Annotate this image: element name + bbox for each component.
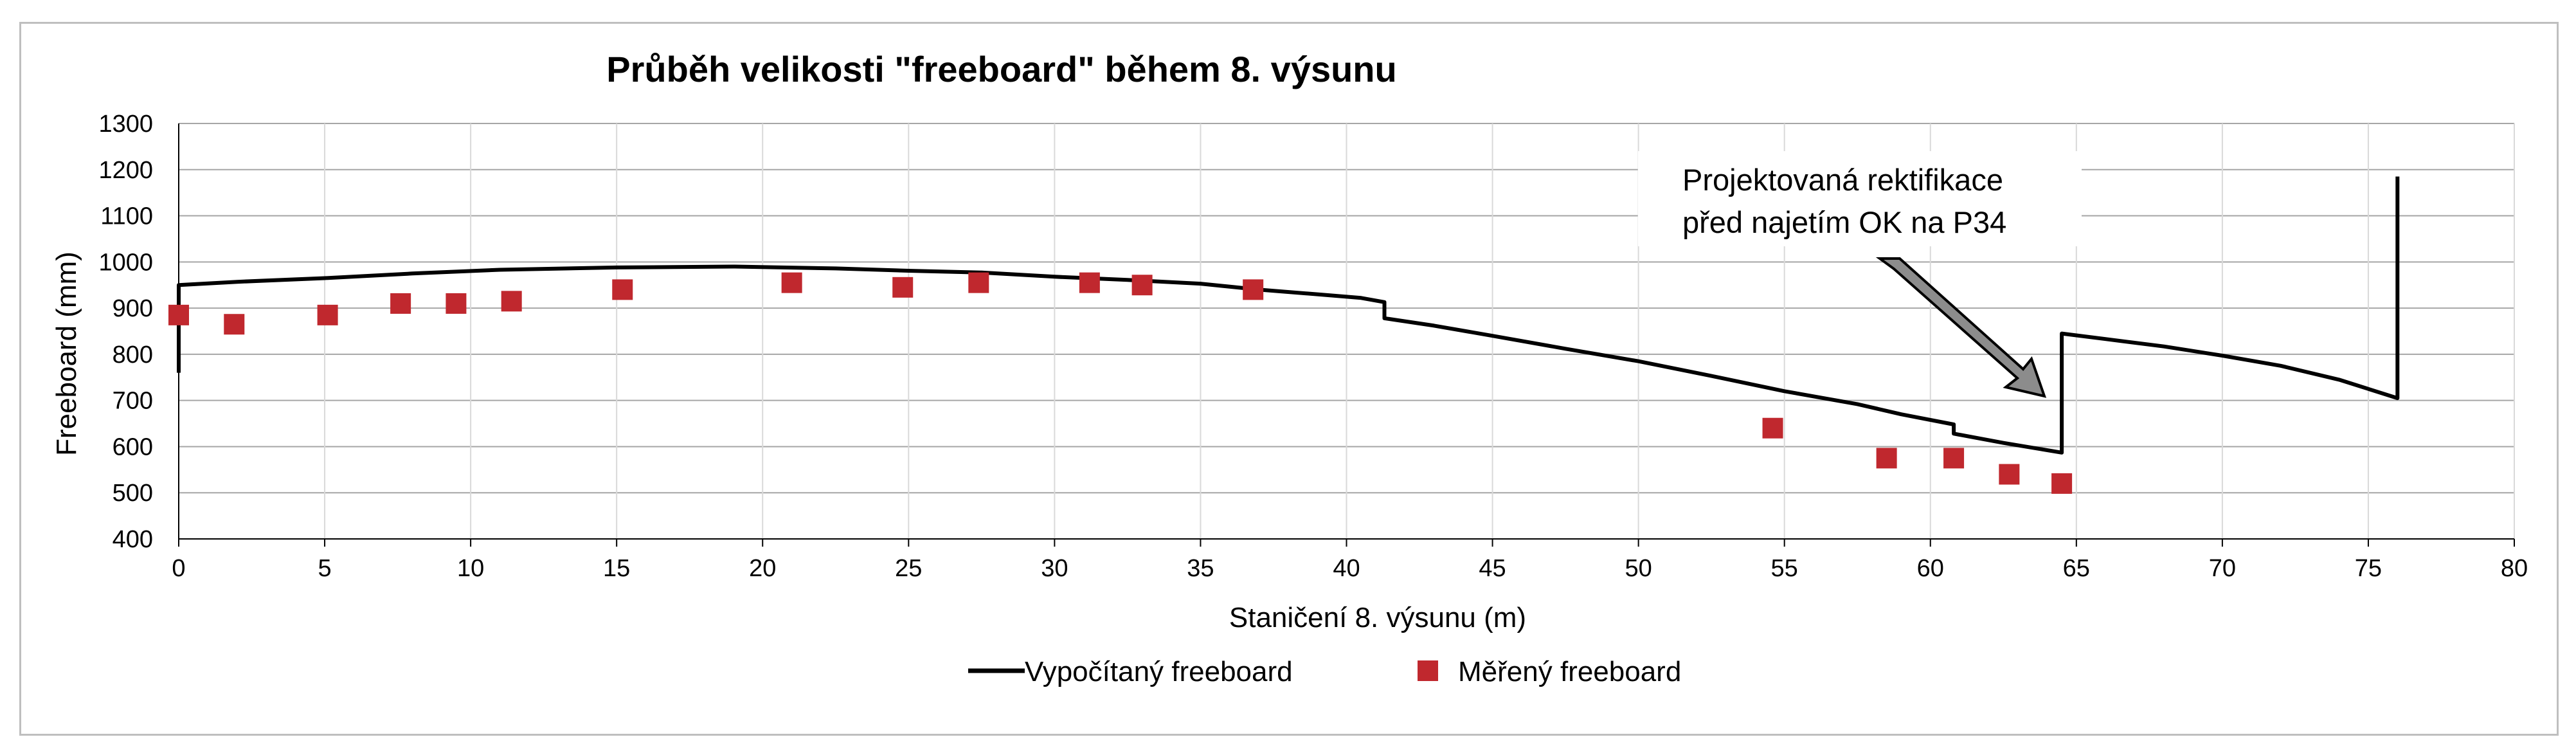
x-axis-label: Staničení 8. výsunu (m) [1229, 602, 1526, 633]
x-tick-label: 35 [1187, 555, 1214, 582]
gridlines [179, 123, 2515, 540]
x-tick-label: 50 [1625, 555, 1652, 582]
measured-freeboard-marker [1999, 464, 2020, 485]
measured-freeboard-marker [2051, 473, 2073, 494]
chart-title: Průběh velikosti "freeboard" během 8. vý… [606, 49, 1396, 89]
chart-frame [19, 22, 2559, 736]
measured-freeboard-marker [390, 293, 411, 314]
measured-freeboard-marker [1943, 448, 1965, 469]
calculated-freeboard-line [177, 176, 2400, 455]
y-tick-label: 600 [113, 433, 153, 460]
y-tick-label: 400 [113, 526, 153, 553]
x-tick-label: 30 [1041, 555, 1068, 582]
x-tick-label: 60 [1917, 555, 1944, 582]
measured-freeboard-marker [168, 304, 189, 325]
measured-freeboard-marker [968, 272, 989, 293]
x-tick-label: 55 [1771, 555, 1798, 582]
y-tick-label: 500 [113, 480, 153, 507]
y-tick-label: 1100 [100, 203, 153, 230]
callout-line-1: Projektovaná rektifikace [1682, 163, 2003, 197]
measured-freeboard-marker [892, 277, 914, 298]
y-tick-labels: 400 500 600 700 800 900 1000 1100 1200 1300 [98, 111, 153, 553]
legend-label-calculated: Vypočítaný freeboard [1025, 656, 1293, 687]
y-tick-label: 1300 [98, 111, 153, 138]
x-tick-label: 45 [1479, 555, 1506, 582]
measured-freeboard-marker [1079, 272, 1100, 293]
legend-label-measured: Měřený freeboard [1458, 656, 1681, 687]
series-calculated [177, 176, 2400, 455]
x-tick-label: 40 [1333, 555, 1360, 582]
measured-freeboard-marker [501, 291, 522, 312]
legend-marker-swatch [1418, 660, 1438, 681]
measured-freeboard-marker [1876, 448, 1897, 469]
x-tick-label: 10 [457, 555, 484, 582]
y-tick-label: 1200 [98, 157, 153, 184]
x-tick-label: 15 [603, 555, 630, 582]
y-tick-label: 700 [113, 388, 153, 415]
x-tick-label: 70 [2209, 555, 2236, 582]
measured-freeboard-marker [1243, 279, 1264, 300]
callout-line-2: před najetím OK na P34 [1682, 205, 2006, 239]
x-tick-labels: 0 5 10 15 20 25 30 35 40 45 50 55 60 65 70 75 80 [172, 555, 2528, 582]
measured-freeboard-marker [1762, 417, 1783, 439]
y-tick-label: 1000 [98, 249, 153, 276]
x-tick-label: 5 [318, 555, 331, 582]
y-tick-label: 900 [113, 295, 153, 322]
measured-freeboard-marker [612, 279, 633, 300]
measured-freeboard-marker [446, 293, 467, 314]
y-tick-label: 800 [113, 341, 153, 368]
x-tick-label: 65 [2063, 555, 2090, 582]
legend: Vypočítaný freeboard Měřený freeboard [968, 656, 1681, 687]
x-tick-label: 20 [749, 555, 776, 582]
measured-freeboard-marker [781, 272, 802, 293]
x-tick-label: 0 [172, 555, 185, 582]
callout-arrow [1875, 257, 2047, 398]
measured-freeboard-marker [317, 304, 338, 325]
y-axis-label: Freeboard (mm) [51, 251, 82, 456]
x-tick-label: 25 [895, 555, 922, 582]
x-tick-label: 75 [2355, 555, 2382, 582]
measured-freeboard-marker [224, 314, 245, 335]
measured-freeboard-marker [1131, 275, 1153, 296]
x-tick-label: 80 [2501, 555, 2528, 582]
callout-box [1638, 151, 2082, 246]
series-measured [168, 272, 2073, 494]
annotation-callout: Projektovaná rektifikace před najetím OK… [1638, 151, 2082, 398]
